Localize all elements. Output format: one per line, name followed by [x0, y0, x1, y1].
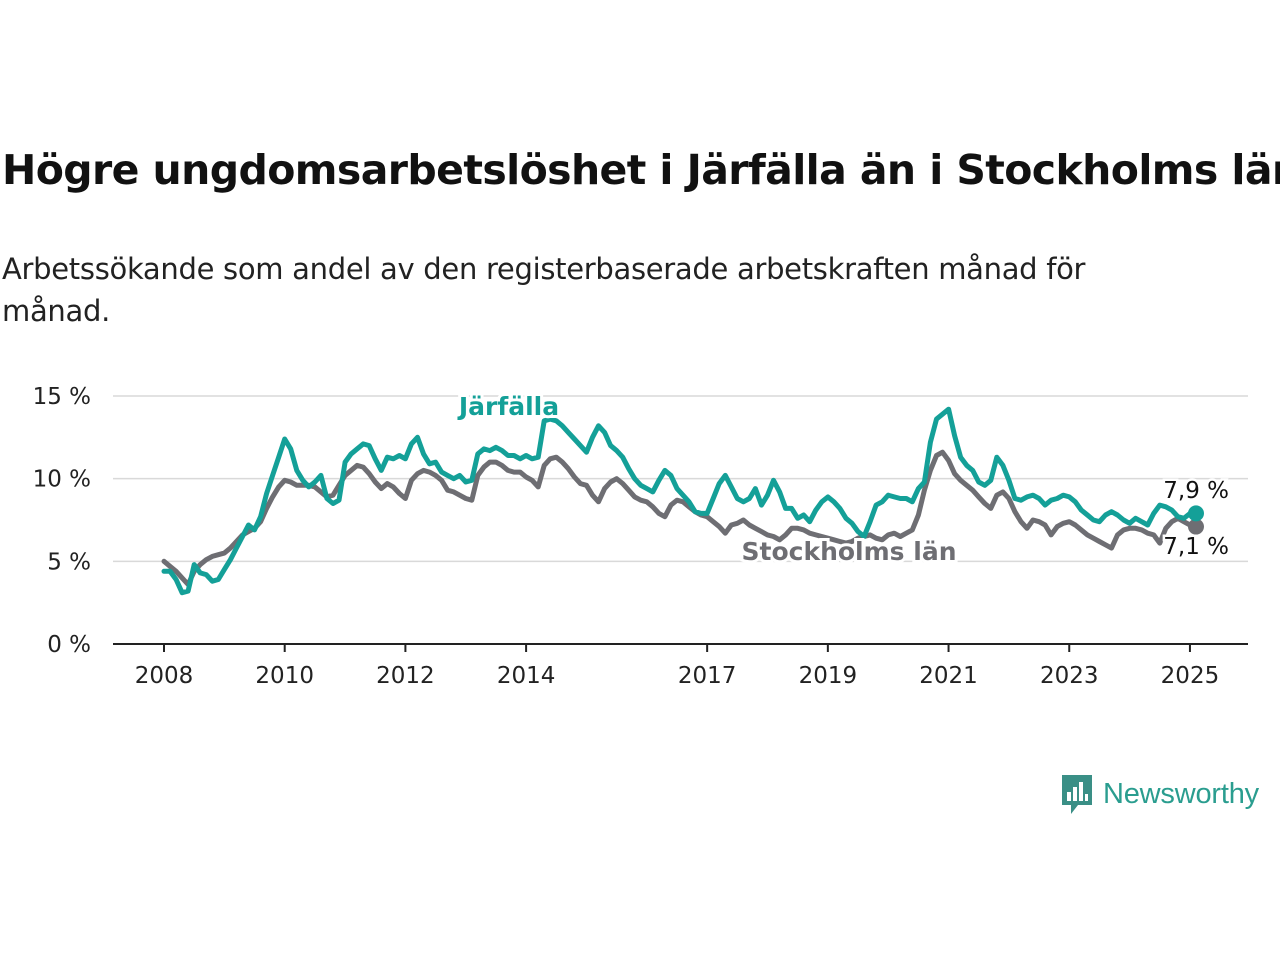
y-tick-label: 5 % [47, 549, 91, 575]
series-label-stockholms-lan: Stockholms län [742, 537, 957, 566]
line-chart: 0 % 5 % 10 % 15 % 2008 2010 2012 2014 2017 2019 20… [33, 384, 1248, 689]
x-tick-label: 2008 [135, 663, 194, 689]
brand-name: Newsworthy [1103, 777, 1259, 810]
newsworthy-brand[interactable]: Newsworthy [1059, 772, 1259, 816]
end-value-label-jarfalla: 7,9 % [1163, 478, 1229, 504]
y-tick-label: 0 % [47, 632, 91, 658]
end-point-marker [1187, 505, 1204, 522]
x-tick-label: 2017 [678, 663, 737, 689]
newsworthy-logo-icon [1062, 775, 1092, 814]
series-label-jarfalla: Järfälla [457, 392, 559, 421]
series-line-jarfalla [161, 406, 1199, 596]
y-tick-label: 15 % [33, 384, 91, 410]
x-tick-label: 2025 [1161, 663, 1220, 689]
x-tick-label: 2010 [255, 663, 314, 689]
x-tick-label: 2019 [799, 663, 858, 689]
x-tick-label: 2021 [919, 663, 978, 689]
x-tick-label: 2012 [376, 663, 435, 689]
chart-subtitle: Arbetssökande som andel av den registerb… [2, 252, 1086, 328]
end-value-label-stockholms-lan: 7,1 % [1163, 534, 1229, 560]
series-line-stockholms-lan [161, 449, 1199, 587]
chart-title: Högre ungdomsarbetslöshet i Järfälla än … [2, 146, 1280, 194]
end-point-marker [1187, 518, 1204, 535]
y-tick-label: 10 % [33, 467, 91, 493]
x-tick-label: 2014 [497, 663, 556, 689]
x-tick-label: 2023 [1040, 663, 1099, 689]
